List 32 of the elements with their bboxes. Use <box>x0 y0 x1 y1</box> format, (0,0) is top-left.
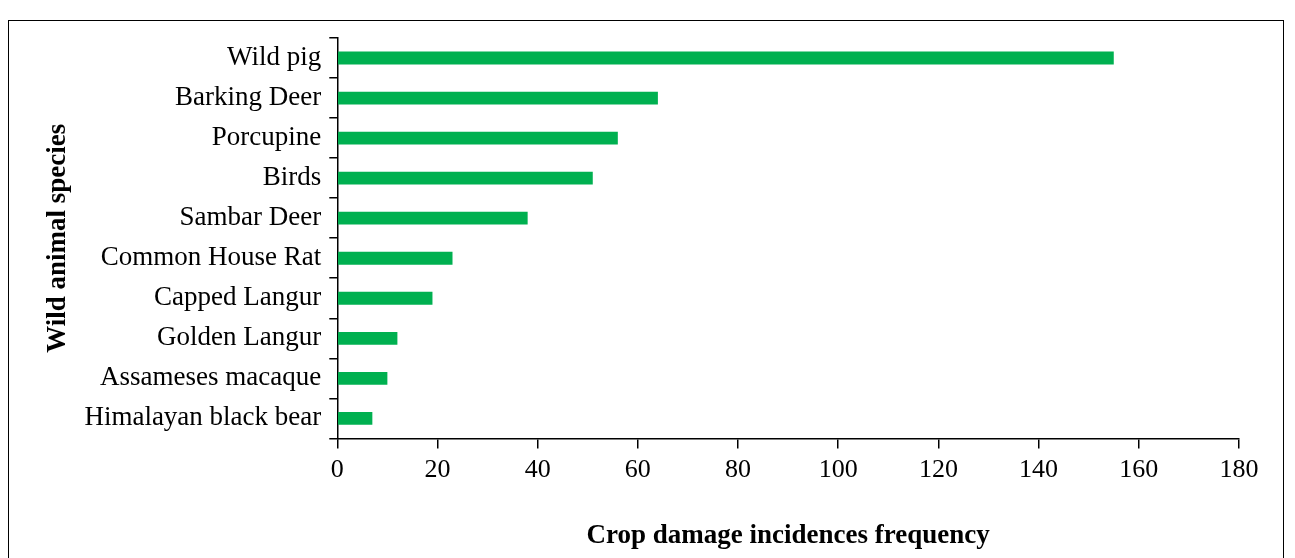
bar <box>338 131 618 145</box>
bar <box>338 371 388 385</box>
y-tick-label: Sambar Deer <box>179 201 322 232</box>
x-tick-label: 40 <box>524 453 551 483</box>
x-tick-label: 160 <box>1119 453 1159 483</box>
bar <box>338 411 373 425</box>
bar <box>338 51 1114 65</box>
y-tick-label: Assameses macaque <box>100 361 322 392</box>
bar <box>338 91 658 105</box>
bar <box>338 291 433 305</box>
x-axis-title: Crop damage incidences frequency <box>586 518 991 549</box>
y-tick-label: Birds <box>262 161 322 192</box>
y-tick-label: Capped Langur <box>154 281 322 312</box>
y-tick-label: Barking Deer <box>175 81 322 112</box>
x-tick-label: 100 <box>818 453 858 483</box>
bar <box>338 251 453 265</box>
y-tick-label: Himalayan black bear <box>84 401 322 432</box>
x-tick-label: 140 <box>1019 453 1059 483</box>
x-tick-label: 80 <box>725 453 752 483</box>
x-tick-label: 60 <box>624 453 651 483</box>
x-tick-label: 20 <box>424 453 451 483</box>
y-tick-label: Golden Langur <box>157 321 322 352</box>
bar <box>338 331 398 345</box>
bar <box>338 211 528 225</box>
x-tick-label: 0 <box>330 453 344 483</box>
y-tick-label: Wild pig <box>227 41 322 72</box>
y-tick-label: Porcupine <box>211 121 322 152</box>
y-axis-title: Wild animal species <box>41 123 72 353</box>
x-tick-label: 120 <box>918 453 958 483</box>
bar <box>338 171 593 185</box>
x-tick-label: 180 <box>1219 453 1259 483</box>
y-tick-label: Common House Rat <box>100 241 322 272</box>
